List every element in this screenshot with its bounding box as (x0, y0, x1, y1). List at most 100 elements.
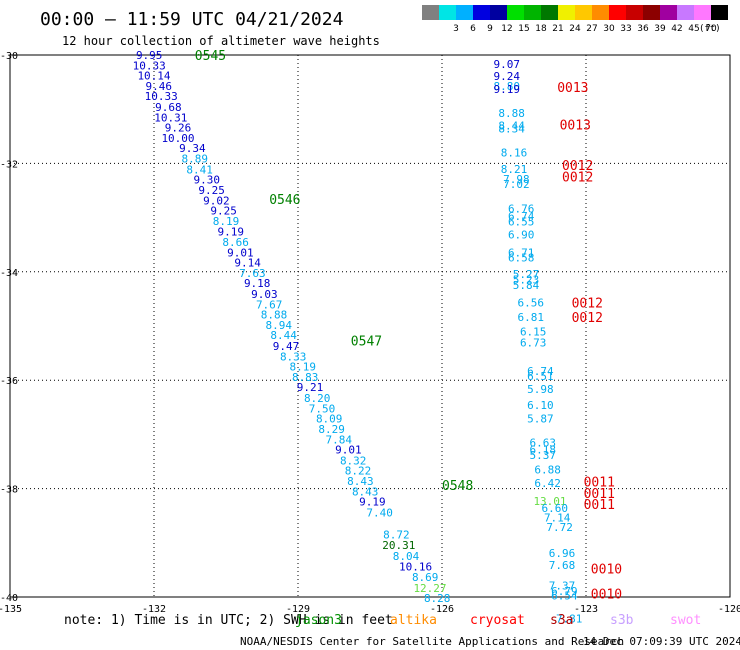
cryosat-swh-label: 6.55 (508, 215, 535, 228)
y-tick-label: -34 (0, 268, 18, 279)
jason3-swh-label: 9.01 (335, 444, 362, 457)
x-tick-label: -126 (430, 604, 454, 615)
legend-swatch (575, 5, 592, 20)
jason3-swh-label: 8.32 (340, 454, 367, 467)
cryosat-swh-label: 7.02 (503, 178, 530, 191)
cryosat-swh-label: 8.21 (501, 163, 528, 176)
satellite-legend: jason3 altika cryosat s3a s3b swot (295, 613, 701, 628)
jason3-swh-label: 8.66 (222, 236, 249, 249)
legend-swatch (643, 5, 660, 20)
satellite-label-s3b: s3b (610, 613, 634, 628)
cryosat-swh-label: 8.80 (494, 80, 521, 93)
pass-time-label: 0013 (560, 118, 591, 133)
jason3-swh-label: 10.16 (399, 561, 432, 574)
cryosat-swh-label: 6.10 (527, 399, 554, 412)
jason3-swh-label: 9.03 (251, 288, 278, 301)
cryosat-swh-label: 6.88 (534, 464, 561, 477)
jason3-swh-label: 8.69 (412, 571, 439, 584)
y-tick-label: -36 (0, 376, 18, 387)
y-tick-label: -30 (0, 51, 18, 62)
cryosat-swh-label: 9.19 (494, 83, 521, 96)
plot-frame (9, 54, 731, 598)
jason3-swh-label: 10.31 (154, 111, 187, 124)
cryosat-swh-label: 6.71 (508, 246, 535, 259)
pass-time-labels: 0545054605470548001300130012001200120012… (195, 49, 622, 603)
cryosat-swh-label: 5.23 (513, 273, 540, 286)
legend-swatch (711, 5, 728, 20)
y-tick-label: -32 (0, 159, 18, 170)
satellite-label-cryosat: cryosat (470, 613, 525, 628)
cryosat-swh-label: 6.76 (508, 202, 535, 215)
chart-subtitle: 12 hour collection of altimeter wave hei… (62, 34, 380, 48)
jason3-swh-label: 9.25 (210, 205, 237, 218)
satellite-label-jason3: jason3 (295, 613, 342, 628)
jason3-swh-label: 9.30 (194, 174, 221, 187)
legend-tick-label: 21 (552, 24, 563, 34)
legend-swatch (626, 5, 643, 20)
cryosat-swh-label: 7.37 (549, 580, 576, 593)
legend-swatch (422, 5, 439, 20)
pass-time-label: 0012 (572, 311, 603, 326)
legend-swatch (592, 5, 609, 20)
legend-swatch (694, 5, 711, 20)
footer-note: note: 1) Time is in UTC; 2) SWH is in fe… (64, 613, 393, 628)
legend-swatch (558, 5, 575, 20)
legend-swatch (541, 5, 558, 20)
legend-swatch (677, 5, 694, 20)
legend-tick-label: 9 (487, 24, 493, 34)
legend-tick-label: 33 (620, 24, 631, 34)
axis-ticks: -135 -132 -129 -126 -123 -120 -30 -32 -34 -36 -38 -… (0, 51, 740, 615)
cryosat-swh-label: 6.56 (518, 297, 545, 310)
y-tick-label: -38 (0, 485, 18, 496)
cryosat-swh-label: 13.01 (533, 495, 566, 508)
pass-time-label: 0011 (584, 487, 615, 502)
cryosat-swh-label: 6.18 (530, 444, 557, 457)
grid-lines (10, 55, 730, 597)
cryosat-swh-label: 6.60 (542, 502, 569, 515)
cryosat-swh-label: 6.79 (551, 585, 578, 598)
cryosat-swh-label: 6.58 (508, 252, 535, 265)
jason3-swh-label: 10.33 (133, 59, 166, 72)
pass-time-label: 0013 (557, 81, 588, 96)
jason3-swh-label: 9.18 (244, 277, 271, 290)
jason3-swh-label: 9.34 (179, 142, 206, 155)
legend-swatch (439, 5, 456, 20)
pass-time-label: 0012 (562, 170, 593, 185)
jason3-swh-label: 8.19 (213, 215, 240, 228)
cryosat-swh-label: 8.44 (498, 119, 525, 132)
jason3-swh-label: 10.14 (137, 70, 170, 83)
cryosat-swh-label: 5.84 (513, 279, 540, 292)
legend-swatch (524, 5, 541, 20)
cryosat-swh-label: 8.34 (498, 123, 525, 136)
jason3-swh-label: 7.63 (239, 267, 266, 280)
jason3-swh-label: 8.33 (280, 350, 307, 363)
cryosat-swh-label: 7.72 (546, 521, 573, 534)
jason3-swh-label: 8.41 (186, 163, 213, 176)
cryosat-swh-label: 7.98 (503, 173, 530, 186)
cryosat-swh-label: 5.27 (513, 268, 540, 281)
jason3-swh-label: 8.83 (292, 371, 319, 384)
x-tick-label: -135 (0, 604, 22, 615)
pass-time-label: 0545 (195, 49, 226, 64)
pass-time-label: 0546 (269, 193, 300, 208)
y-tick-label: -40 (0, 593, 18, 604)
jason3-swh-label: 8.44 (270, 329, 297, 342)
jason3-swh-label: 8.89 (182, 153, 209, 166)
cryosat-swh-label: 9.24 (494, 70, 521, 83)
satellite-label-swot: swot (670, 613, 701, 628)
jason3-swh-label: 8.88 (261, 309, 288, 322)
legend-tick-label: 27 (586, 24, 597, 34)
jason3-swh-label: 7.50 (309, 402, 336, 415)
jason3-swh-label: 8.43 (347, 475, 374, 488)
cryosat-swh-label: 6.63 (530, 437, 557, 450)
cryosat-swh-label: 5.87 (527, 413, 554, 426)
x-tick-label: -132 (142, 604, 166, 615)
footer-credit: NOAA/NESDIS Center for Satellite Applica… (240, 635, 624, 648)
jason3-swh-label: 9.14 (234, 257, 261, 270)
jason3-swh-label: 8.19 (290, 361, 317, 374)
chart-title: 00:00 — 11:59 UTC 04/21/2024 (40, 9, 343, 30)
cryosat-swh-label: 9.07 (494, 58, 521, 71)
cryosat-swh-label: 7.81 (556, 613, 583, 626)
legend-tick-label: 12 (501, 24, 512, 34)
jason3-swh-label: 9.01 (227, 246, 254, 259)
